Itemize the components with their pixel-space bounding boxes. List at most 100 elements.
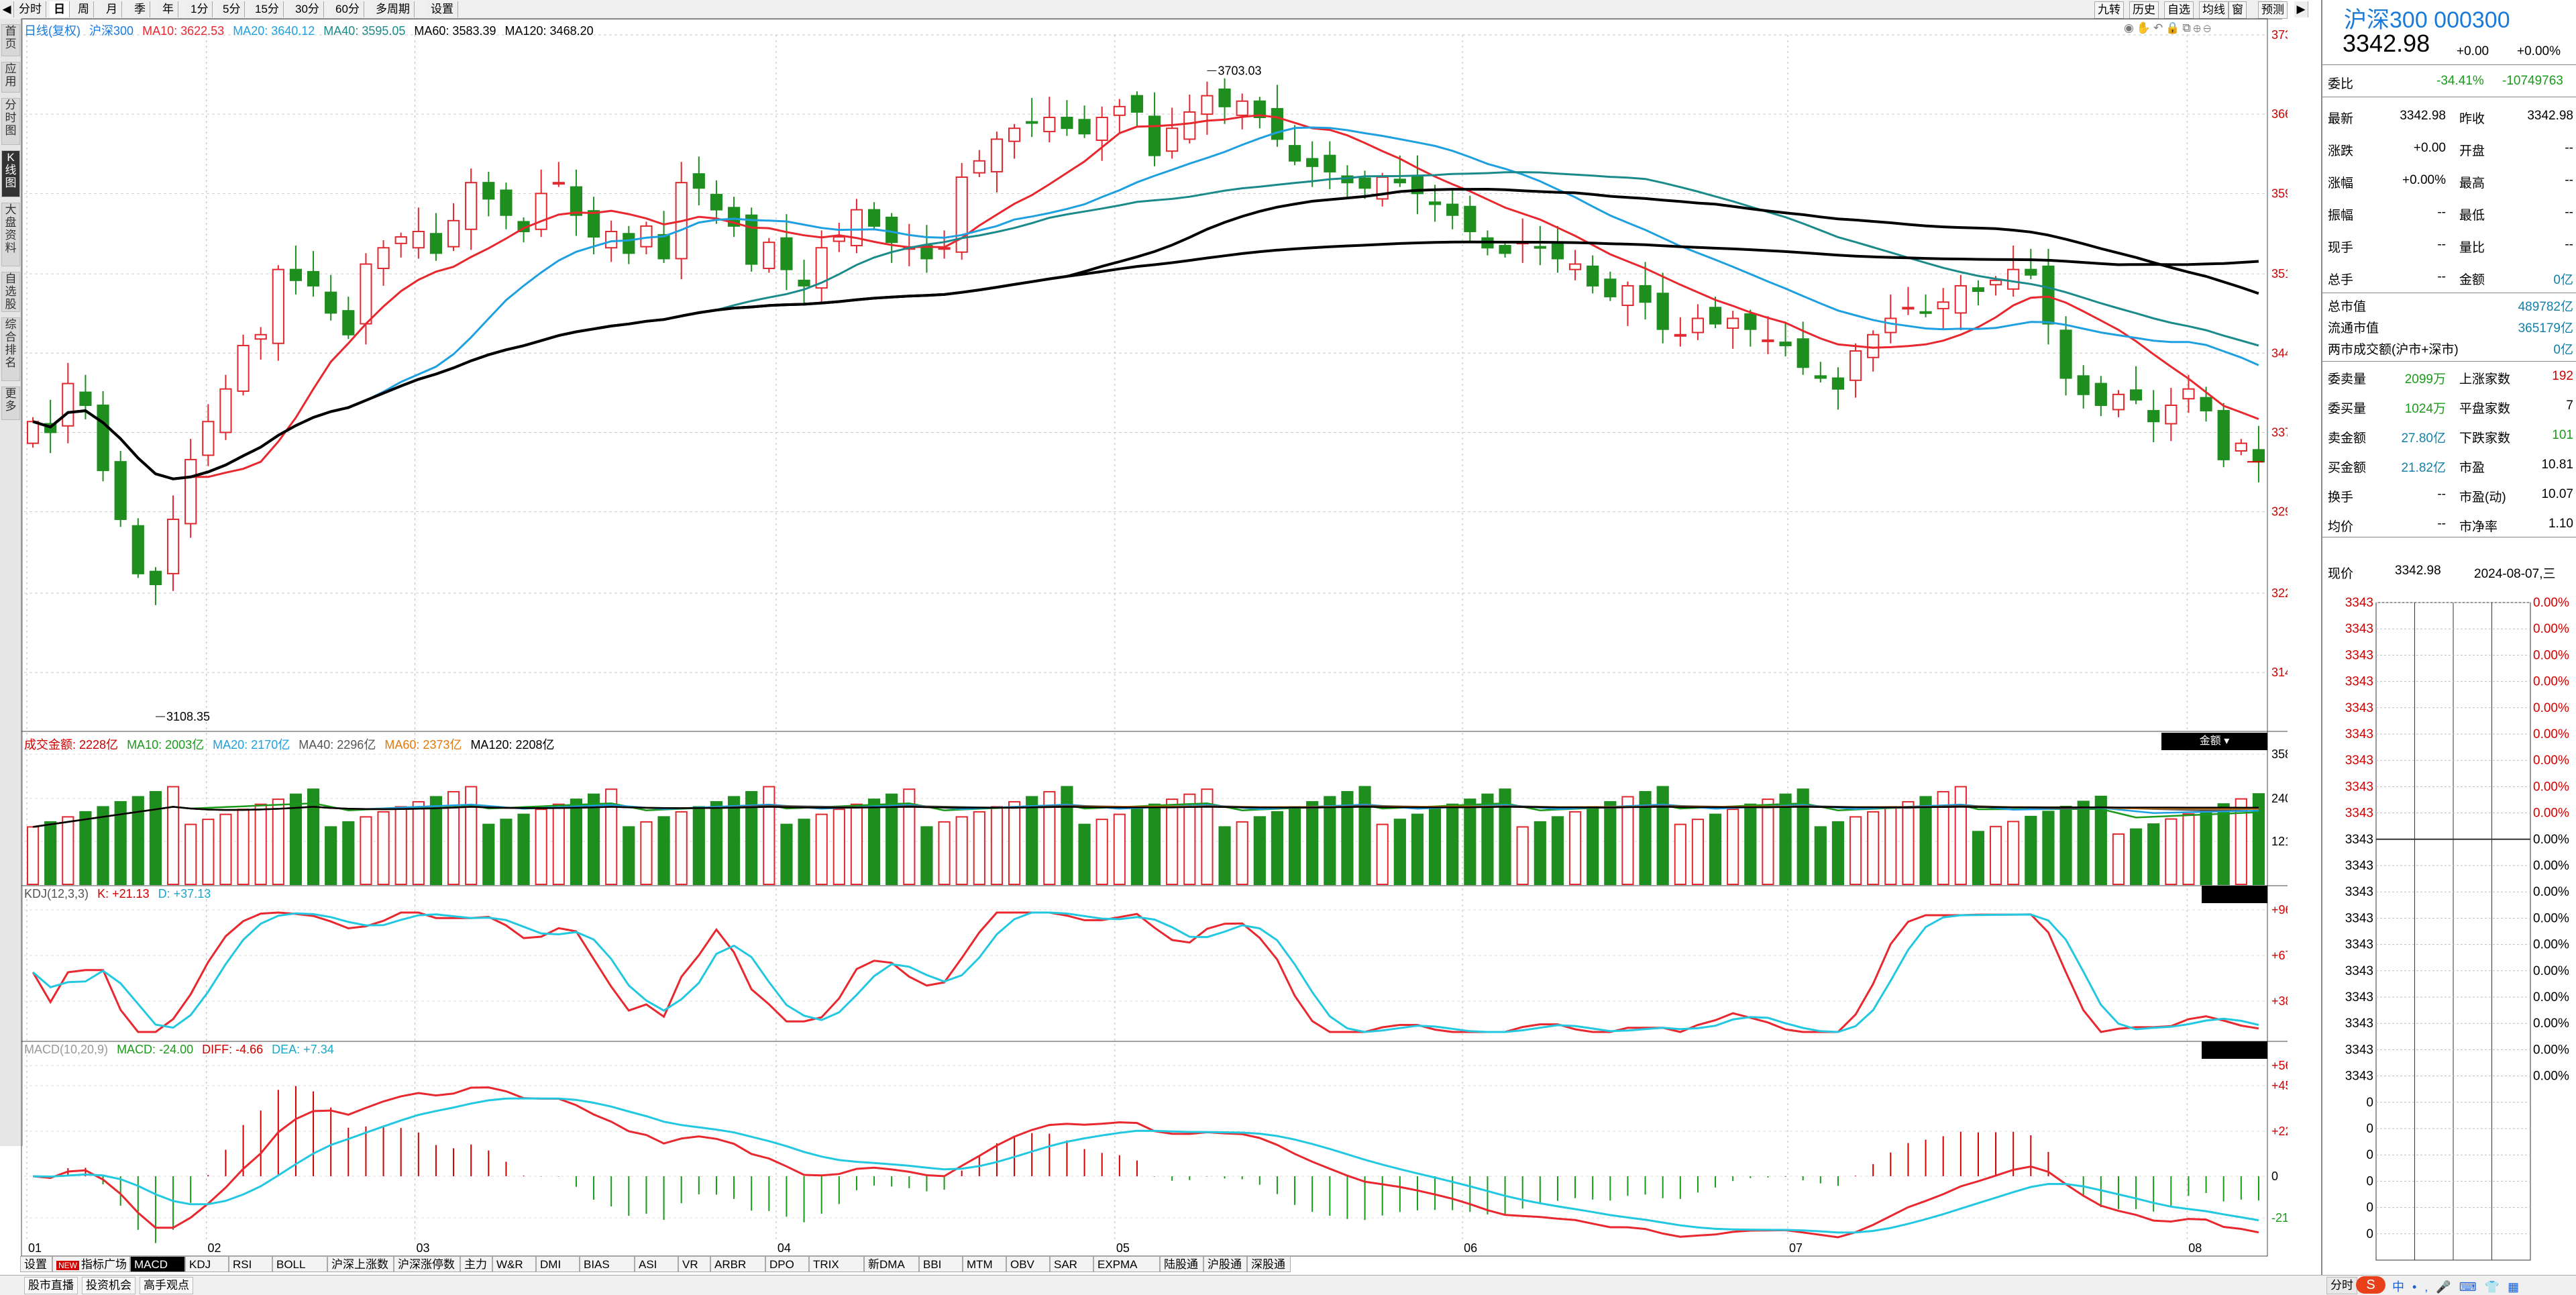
chart-tool-icons[interactable]: ◉✋↶🔒⧉⊕⊖	[2124, 21, 2271, 38]
indicator-tab-2[interactable]: MACD	[130, 1256, 185, 1272]
candle-body	[1621, 284, 1634, 307]
status-fenshi-button[interactable]: 分时	[2326, 1277, 2357, 1294]
volume-bar	[1095, 819, 1108, 885]
period-tab-12[interactable]: 设置	[427, 1, 458, 17]
indicator-tab-22[interactable]: EXPMA	[1093, 1256, 1160, 1272]
indicator-tab-6[interactable]: 沪深上涨数	[327, 1256, 394, 1272]
side-tab-3[interactable]: K线图	[1, 150, 20, 197]
status-button-2[interactable]: 高手观点	[140, 1277, 193, 1294]
kdj-param-button[interactable]	[2202, 886, 2267, 903]
side-tab-5[interactable]: 自选股	[1, 272, 20, 312]
candle-body	[149, 570, 162, 586]
top-right-tab-2[interactable]: 自选	[2164, 1, 2194, 19]
top-right-tab-1[interactable]: 历史	[2129, 1, 2159, 19]
period-tab-11[interactable]: 多周期	[372, 1, 415, 17]
volume-bar	[1709, 813, 1722, 886]
period-tab-4[interactable]: 季	[130, 1, 150, 17]
indicator-tab-18[interactable]: BBI	[919, 1256, 963, 1272]
volume-bar	[1236, 821, 1248, 885]
status-button-0[interactable]: 股市直播	[24, 1277, 78, 1294]
indicator-tab-21[interactable]: SAR	[1050, 1256, 1093, 1272]
legend-ma120: MA120: 3468.20	[504, 24, 594, 38]
indicator-tab-25[interactable]: 深股通	[1247, 1256, 1291, 1272]
lock-icon[interactable]: 🔒	[2165, 21, 2183, 34]
indicator-tab-7[interactable]: 沪深涨停数	[394, 1256, 460, 1272]
period-tab-10[interactable]: 60分	[331, 1, 364, 17]
current-price: 3342.98	[2343, 30, 2430, 57]
top-right-tab-0[interactable]: 九转	[2094, 1, 2124, 19]
period-tab-6[interactable]: 1分	[186, 1, 213, 17]
macd-param-button[interactable]	[2202, 1041, 2267, 1059]
ime-toolbar[interactable]: 中•,🎤⌨👕▦	[2392, 1280, 2528, 1294]
period-tab-5[interactable]: 年	[158, 1, 178, 17]
indicator-tab-1[interactable]: NEW 指标广场	[52, 1256, 130, 1272]
breadth-label: 市盈(动)	[2459, 490, 2506, 505]
copy-icon[interactable]: ⧉	[2182, 21, 2194, 34]
zoom-out-icon[interactable]: ⊖	[2203, 21, 2214, 34]
zoom-in-icon[interactable]: ⊕	[2193, 21, 2204, 34]
indicator-tab-3[interactable]: KDJ	[185, 1256, 229, 1272]
indicator-tab-11[interactable]: BIAS	[580, 1256, 635, 1272]
side-tab-2[interactable]: 分时图	[1, 98, 20, 145]
side-tab-1[interactable]: 应用	[1, 62, 20, 93]
indicator-tab-10[interactable]: DMI	[536, 1256, 580, 1272]
volume-bar	[2025, 815, 2037, 886]
candle-body	[1288, 145, 1301, 162]
next-arrow-icon[interactable]: ▶	[2294, 1, 2308, 17]
sogou-input-icon[interactable]: S	[2356, 1276, 2385, 1294]
side-tab-4[interactable]: 大盘资料	[1, 203, 20, 266]
prev-arrow-icon[interactable]: ◀	[0, 1, 14, 17]
candle-body	[587, 210, 600, 238]
indicator-tab-8[interactable]: 主力	[460, 1256, 492, 1272]
kline-chart-area[interactable]: 3736366335903516344333703297322231490102…	[0, 0, 2288, 1275]
indicator-tab-9[interactable]: W&R	[492, 1256, 536, 1272]
volume-bar	[1814, 826, 1827, 886]
indicator-tab-12[interactable]: ASI	[635, 1256, 678, 1272]
candle-body	[1218, 88, 1231, 107]
indicator-tab-15[interactable]: DPO	[765, 1256, 809, 1272]
status-button-1[interactable]: 投资机会	[82, 1277, 136, 1294]
quote-label: 涨跌	[2328, 144, 2354, 158]
top-right-tab-4[interactable]: 窗	[2229, 1, 2247, 19]
mini-intraday-chart[interactable]: 3343 0.00% 3343 0.00% 3343 0.00% 3343 0.00% 3343…	[2322, 590, 2576, 1268]
indicator-tab-16[interactable]: TRIX	[809, 1256, 864, 1272]
breadth-row: 委买量 1024万 平盘家数 7	[2328, 392, 2573, 417]
volume-bar	[325, 826, 337, 886]
period-tab-7[interactable]: 5分	[219, 1, 246, 17]
indicator-tab-label: MACD	[134, 1258, 168, 1271]
indicator-tab-17[interactable]: 新DMA	[864, 1256, 919, 1272]
period-tab-9[interactable]: 30分	[291, 1, 324, 17]
mini-axis-left: 3343	[2345, 727, 2373, 741]
indicator-tab-23[interactable]: 陆股通	[1160, 1256, 1203, 1272]
amount-selector[interactable]: 金额 ▾	[2161, 733, 2267, 750]
indicator-tab-0[interactable]: 设置	[20, 1256, 52, 1272]
candle-body	[2025, 268, 2037, 276]
candle-body	[325, 291, 337, 314]
hand-icon[interactable]: ✋	[2136, 21, 2154, 34]
period-tab-0[interactable]: 分时	[15, 1, 46, 17]
indicator-tab-14[interactable]: ARBR	[710, 1256, 765, 1272]
indicator-tab-13[interactable]: VR	[678, 1256, 710, 1272]
period-tab-8[interactable]: 15分	[251, 1, 284, 17]
undo-icon[interactable]: ↶	[2153, 21, 2166, 34]
mini-axis-right: 0.00%	[2533, 911, 2569, 925]
side-tab-7[interactable]: 更多	[1, 386, 20, 420]
indicator-tab-19[interactable]: MTM	[963, 1256, 1006, 1272]
mini-axis-left: 3343	[2345, 938, 2373, 952]
candle-body	[1849, 350, 1862, 381]
side-tab-0[interactable]: 首页	[1, 24, 20, 56]
indicator-tab-20[interactable]: OBV	[1006, 1256, 1050, 1272]
indicator-tab-24[interactable]: 沪股通	[1203, 1256, 1247, 1272]
indicator-tab-5[interactable]: BOLL	[272, 1256, 327, 1272]
top-right-tab-5[interactable]: 预测	[2258, 1, 2288, 19]
chart-frame	[21, 18, 2268, 1257]
period-tab-3[interactable]: 月	[102, 1, 122, 17]
period-tab-1[interactable]: 日	[50, 1, 70, 17]
breadth-label: 上涨家数	[2459, 372, 2511, 386]
top-right-tab-3[interactable]: 均线	[2199, 1, 2229, 19]
side-tab-6[interactable]: 综合排名	[1, 317, 20, 381]
eye-icon[interactable]: ◉	[2124, 21, 2137, 34]
indicator-tab-4[interactable]: RSI	[229, 1256, 272, 1272]
volume-bar	[763, 786, 775, 885]
period-tab-2[interactable]: 周	[74, 1, 94, 17]
